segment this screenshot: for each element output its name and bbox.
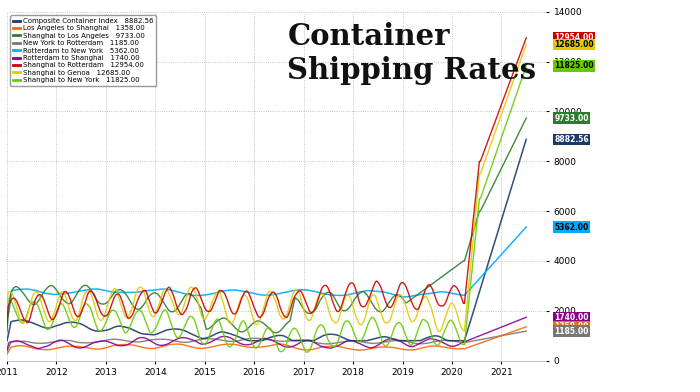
- Text: 1185.00: 1185.00: [554, 327, 589, 336]
- Text: Container
Shipping Rates: Container Shipping Rates: [287, 22, 536, 85]
- Text: 8882.56: 8882.56: [554, 135, 589, 144]
- Text: 11825.00: 11825.00: [554, 62, 594, 71]
- Legend: Composite Container Index   8882.56, Los Angeles to Shanghai   1358.00, Shanghai: Composite Container Index 8882.56, Los A…: [10, 15, 156, 86]
- Text: 9733.00: 9733.00: [554, 114, 589, 123]
- Text: 5362.00: 5362.00: [554, 223, 589, 232]
- Text: 1358.00: 1358.00: [554, 322, 589, 331]
- Text: 12954.00: 12954.00: [554, 33, 594, 42]
- Text: 1740.00: 1740.00: [554, 313, 589, 322]
- Text: 12685.00: 12685.00: [554, 40, 594, 49]
